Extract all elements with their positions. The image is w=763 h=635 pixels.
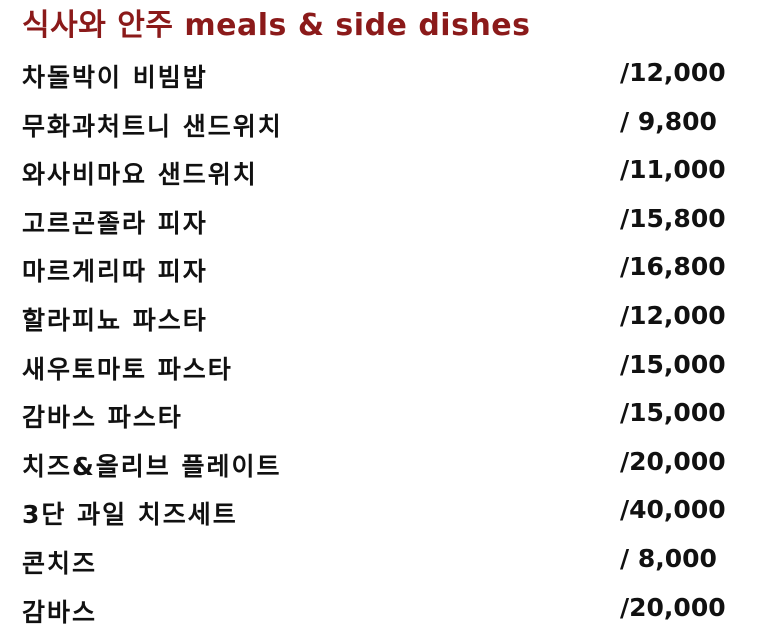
menu-item-list: 차돌박이 비빔밥 /12,000 무화과처트니 샌드위치 / 9,800 와사비… bbox=[0, 52, 763, 635]
menu-item-price: /40,000 bbox=[620, 495, 726, 525]
menu-item: 고르곤졸라 피자 /15,800 bbox=[0, 198, 763, 247]
menu-item-name: 차돌박이 비빔밥 bbox=[22, 63, 208, 92]
menu-item-name: 무화과처트니 샌드위치 bbox=[22, 111, 283, 141]
menu-item: 마르게리따 피자 /16,800 bbox=[0, 246, 763, 295]
menu-item-price: / 9,800 bbox=[620, 106, 717, 136]
menu-item-name: 할라피뇨 파스타 bbox=[22, 305, 208, 335]
menu-item: 감바스 파스타 /15,000 bbox=[0, 392, 763, 441]
menu-item-name: 콘치즈 bbox=[22, 548, 98, 578]
menu-item-price: /20,000 bbox=[620, 446, 726, 476]
menu-item-name: 3단 과일 치즈세트 bbox=[22, 500, 238, 530]
menu-item-price: /11,000 bbox=[620, 155, 726, 185]
menu-item-price: / 8,000 bbox=[620, 543, 717, 573]
menu-item-price: /12,000 bbox=[620, 58, 726, 87]
menu-item: 무화과처트니 샌드위치 / 9,800 bbox=[0, 101, 763, 150]
menu-item-name: 감바스 파스타 bbox=[22, 403, 183, 433]
section-title: 식사와 안주 meals & side dishes bbox=[22, 8, 531, 43]
menu-item-name: 새우토마토 파스타 bbox=[22, 354, 233, 384]
menu-item: 3단 과일 치즈세트 /40,000 bbox=[0, 489, 763, 538]
menu-item-price: /16,800 bbox=[620, 252, 726, 282]
menu-item-price: /12,000 bbox=[620, 300, 726, 330]
menu-item: 치즈&올리브 플레이트 /20,000 bbox=[0, 441, 763, 490]
menu-item-name: 감바스 bbox=[22, 597, 98, 627]
menu-item: 감바스 /20,000 bbox=[0, 587, 763, 635]
menu-item-name: 와사비마요 샌드위치 bbox=[22, 160, 258, 190]
menu-item: 차돌박이 비빔밥 /12,000 bbox=[0, 52, 763, 101]
menu-item-price: /15,000 bbox=[620, 349, 726, 379]
menu-item-name: 치즈&올리브 플레이트 bbox=[22, 451, 282, 481]
menu-item: 콘치즈 / 8,000 bbox=[0, 538, 763, 587]
menu-item-price: /20,000 bbox=[620, 592, 726, 622]
menu-item-price: /15,000 bbox=[620, 398, 726, 428]
menu-item: 새우토마토 파스타 /15,000 bbox=[0, 344, 763, 393]
menu-item: 와사비마요 샌드위치 /11,000 bbox=[0, 149, 763, 198]
menu-item-price: /15,800 bbox=[620, 203, 726, 233]
menu-item: 할라피뇨 파스타 /12,000 bbox=[0, 295, 763, 344]
menu-item-name: 고르곤졸라 피자 bbox=[22, 208, 208, 238]
menu-item-name: 마르게리따 피자 bbox=[22, 257, 208, 287]
